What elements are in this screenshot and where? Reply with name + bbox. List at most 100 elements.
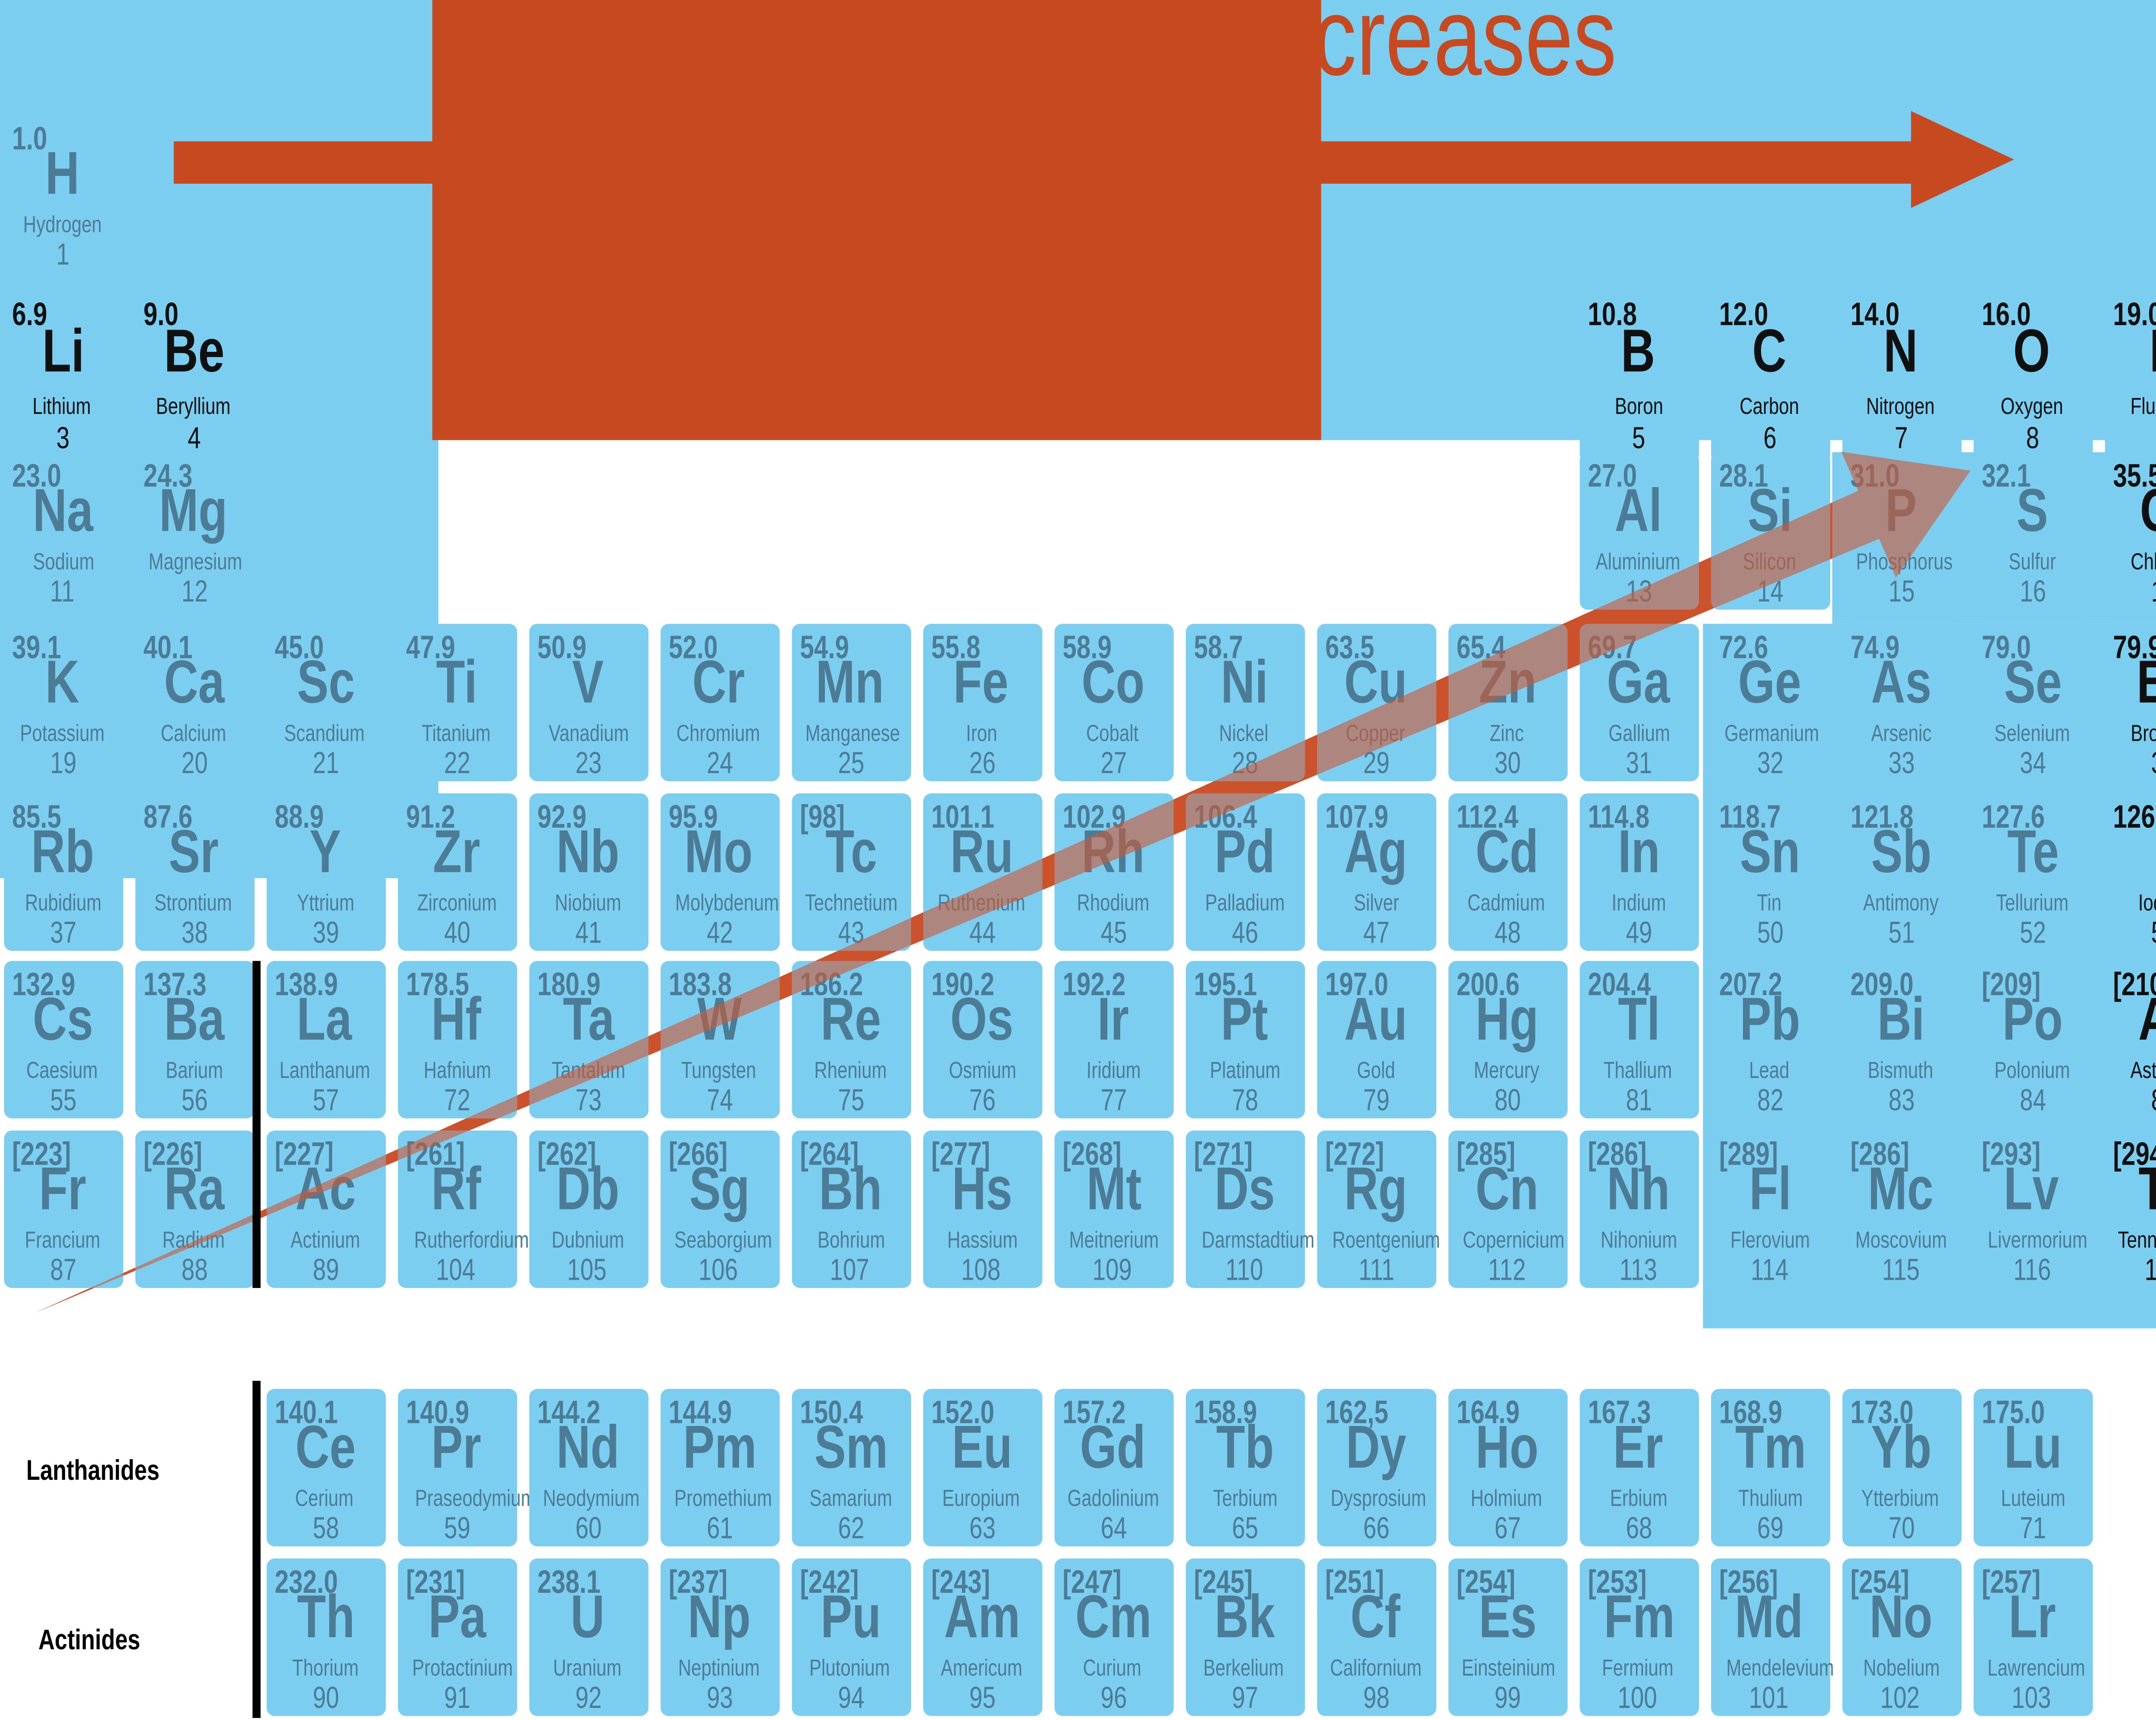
atomic-number: 45 bbox=[1100, 915, 1126, 950]
element-symbol: N bbox=[1883, 318, 1918, 385]
atomic-mass: 121.8 bbox=[1849, 800, 1913, 835]
element-cell: 24.3 Mg Magnesium 12 bbox=[134, 452, 254, 610]
element-cell: 192.2 Ir Iridium 77 bbox=[1053, 961, 1173, 1118]
atomic-number: 31 bbox=[1625, 747, 1651, 781]
atomic-mass: 207.2 bbox=[1718, 969, 1781, 1003]
element-name: Rhenium bbox=[814, 1059, 887, 1084]
element-name: Calcium bbox=[161, 723, 227, 747]
atomic-number: 37 bbox=[49, 915, 76, 950]
element-symbol: Db bbox=[556, 1156, 620, 1222]
element-symbol: Ag bbox=[1344, 818, 1407, 886]
element-cell: [266] Sg Seaborgium 106 bbox=[659, 1129, 779, 1287]
element-cell: [277] Hs Hassium 108 bbox=[922, 1129, 1042, 1287]
element-name: Barium bbox=[165, 1059, 223, 1084]
element-name: Technetium bbox=[804, 891, 897, 916]
element-symbol: Re bbox=[820, 987, 881, 1054]
element-cell: [264] Bh Bohrium 107 bbox=[791, 1129, 910, 1287]
atomic-number: 51 bbox=[1888, 915, 1914, 950]
element-name: Molybdenum bbox=[674, 891, 778, 916]
element-symbol: Li bbox=[41, 318, 84, 385]
element-symbol: Mn bbox=[816, 650, 885, 717]
element-symbol: Mo bbox=[685, 818, 753, 886]
atomic-mass: [223] bbox=[11, 1137, 70, 1172]
element-cell: 197.0 Au Gold 79 bbox=[1316, 961, 1435, 1118]
atomic-mass: 63.5 bbox=[1324, 632, 1373, 667]
atomic-mass: 180.9 bbox=[536, 969, 600, 1003]
atomic-mass: [271] bbox=[1193, 1137, 1252, 1172]
element-cell: 200.6 Hg Mercury 80 bbox=[1447, 961, 1567, 1118]
actinides-label: Actinides bbox=[38, 1623, 141, 1656]
element-cell: 9.0 Be Beryllium 4 bbox=[134, 283, 254, 461]
element-name: Scandium bbox=[285, 723, 366, 747]
element-name: Potassium bbox=[20, 723, 105, 747]
element-symbol: Hg bbox=[1475, 987, 1539, 1054]
element-symbol: Fl bbox=[1749, 1156, 1791, 1222]
atomic-number: 23 bbox=[574, 747, 601, 781]
element-name: Iridium bbox=[1086, 1059, 1141, 1084]
element-name: Aluminium bbox=[1596, 551, 1681, 576]
element-symbol: Nh bbox=[1607, 1156, 1670, 1222]
element-symbol: Sb bbox=[1871, 818, 1931, 886]
atomic-number: 32 bbox=[1756, 747, 1783, 781]
element-name: Osmium bbox=[948, 1059, 1016, 1084]
element-symbol: V bbox=[572, 650, 604, 717]
element-name: Selenium bbox=[1994, 723, 2070, 747]
atomic-number: 84 bbox=[2019, 1084, 2046, 1118]
element-name: Germanium bbox=[1723, 723, 1818, 747]
lanthanides-label: Lanthanides bbox=[26, 1453, 160, 1486]
atomic-number: 7 bbox=[1894, 421, 1908, 455]
element-symbol: Cn bbox=[1475, 1156, 1539, 1222]
atomic-mass: 126.9 bbox=[2112, 800, 2156, 835]
atomic-number: 38 bbox=[181, 915, 207, 950]
atomic-number: 16 bbox=[2019, 575, 2046, 610]
element-cell: 14.0 N Nitrogen 7 bbox=[1841, 283, 1961, 461]
atomic-number: 53 bbox=[2104, 918, 2156, 948]
element-symbol: Ga bbox=[1607, 650, 1670, 717]
atomic-number: 72 bbox=[443, 1084, 470, 1118]
atomic-mass: 88.9 bbox=[273, 800, 323, 835]
atomic-number: 85 bbox=[2104, 1086, 2156, 1116]
element-symbol: Hf bbox=[431, 987, 482, 1054]
element-symbol: Br bbox=[2104, 653, 2156, 714]
element-name: Iron bbox=[966, 723, 998, 747]
element-cell: 32.1 S Sulfur 16 bbox=[1972, 452, 2092, 610]
element-cell: 58.9 Co Cobalt 27 bbox=[1053, 623, 1173, 781]
element-name: Palladium bbox=[1204, 891, 1285, 916]
atomic-number: 48 bbox=[1494, 915, 1520, 950]
atomic-mass: 52.0 bbox=[667, 632, 717, 667]
element-cell: [226] Ra Radium 88 bbox=[134, 1129, 254, 1287]
atomic-number: 80 bbox=[1494, 1084, 1520, 1118]
atomic-mass: 190.2 bbox=[930, 969, 993, 1003]
atomic-number: 108 bbox=[962, 1253, 1002, 1287]
atomic-mass: 32.1 bbox=[1981, 460, 2030, 495]
element-symbol: Bi bbox=[1877, 987, 1925, 1054]
element-cell: 40.1 Ca Calcium 20 bbox=[134, 623, 254, 781]
atomic-number: 44 bbox=[968, 915, 995, 950]
element-name: Magnesium bbox=[147, 551, 241, 576]
atomic-number: 34 bbox=[2019, 747, 2046, 781]
element-name: Gold bbox=[1356, 1059, 1395, 1084]
element-cell: [262] Db Dubnium 105 bbox=[528, 1129, 648, 1287]
element-symbol: Rb bbox=[31, 818, 94, 886]
element-name: Bromine bbox=[2130, 723, 2156, 747]
atomic-number: 15 bbox=[1888, 575, 1914, 610]
element-name: Vanadium bbox=[548, 723, 628, 747]
element-cell: [271] Ds Darmstadtium 110 bbox=[1185, 1129, 1313, 1287]
element-cell: 47.9 Ti Titanium 22 bbox=[397, 623, 516, 781]
element-symbol: Rg bbox=[1344, 1156, 1407, 1222]
atomic-mass: 107.9 bbox=[1324, 800, 1388, 835]
element-symbol: Ni bbox=[1221, 650, 1268, 717]
element-name: Tellurium bbox=[1996, 891, 2069, 916]
atomic-number: 50 bbox=[1756, 915, 1783, 950]
element-name: Zinc bbox=[1490, 723, 1524, 747]
atomic-mass: 14.0 bbox=[1849, 298, 1899, 332]
element-symbol: Cl bbox=[2104, 482, 2156, 543]
element-cell: 45.0 Sc Scandium 21 bbox=[266, 623, 385, 781]
element-symbol: Na bbox=[32, 478, 93, 545]
element-symbol: Ta bbox=[562, 987, 614, 1054]
element-symbol: Y bbox=[309, 818, 341, 886]
element-cell: 118.7 Sn Tin 50 bbox=[1710, 792, 1830, 950]
element-symbol: Ti bbox=[436, 650, 477, 717]
element-symbol: Pd bbox=[1214, 818, 1275, 886]
element-cell: [268] Mt Meitnerium 109 bbox=[1053, 1129, 1173, 1287]
